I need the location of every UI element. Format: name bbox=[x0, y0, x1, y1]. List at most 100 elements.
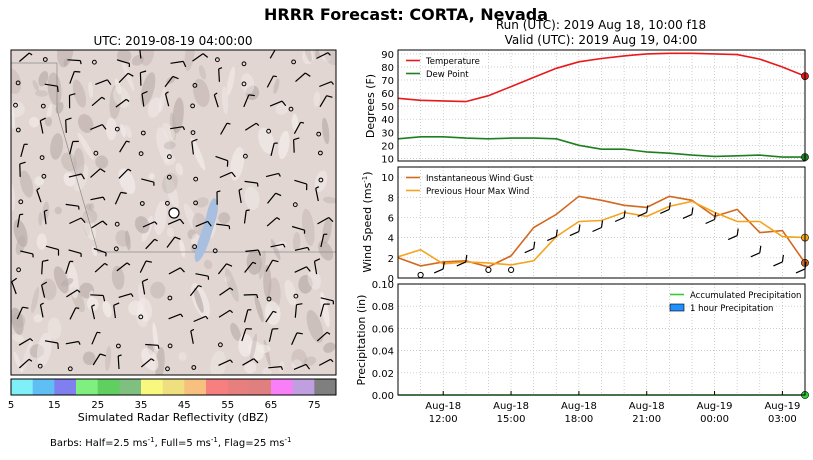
barb-staff bbox=[66, 289, 78, 298]
barb-staff bbox=[164, 93, 170, 107]
calm-marker bbox=[318, 177, 324, 183]
barb-feather bbox=[691, 207, 694, 215]
y-tick-label: 0.10 bbox=[372, 280, 394, 291]
barb-staff bbox=[219, 287, 231, 296]
barb-staff bbox=[93, 247, 107, 254]
barb-staff bbox=[16, 306, 24, 320]
barb-staff bbox=[265, 310, 274, 323]
barb-staff bbox=[91, 332, 98, 345]
barb-feather bbox=[78, 341, 81, 345]
barb-staff bbox=[320, 297, 334, 302]
calm-marker bbox=[139, 201, 145, 206]
barb-staff bbox=[243, 210, 247, 224]
calm-marker bbox=[138, 151, 144, 157]
barb-staff bbox=[91, 220, 103, 229]
terrain-ridge bbox=[258, 250, 266, 280]
colorbar-tick-label: 25 bbox=[91, 400, 104, 411]
barb-staff bbox=[94, 262, 106, 273]
barb-staff bbox=[189, 285, 199, 297]
calm-marker bbox=[140, 130, 146, 136]
barb-staff bbox=[316, 52, 329, 60]
colorbar-ticks: 5 15 25 35 45 55 65 75 bbox=[8, 400, 321, 411]
series-line bbox=[397, 52, 806, 103]
barb-staff bbox=[18, 358, 30, 369]
barb-feather bbox=[216, 190, 221, 193]
barb-staff bbox=[115, 98, 127, 108]
terrain-ridge bbox=[88, 81, 94, 98]
terrain-ridge bbox=[121, 59, 135, 92]
terrain-ridge bbox=[112, 86, 131, 108]
barb-feather bbox=[326, 95, 333, 98]
barb-feather bbox=[96, 331, 101, 334]
x-tick-label: 00:00 bbox=[700, 414, 729, 425]
barb-feather bbox=[126, 262, 131, 266]
calm-marker bbox=[138, 314, 144, 320]
barb-feather bbox=[198, 284, 202, 288]
colorbar-swatch bbox=[249, 379, 272, 395]
barb-feather bbox=[533, 241, 536, 249]
calm-marker bbox=[293, 293, 299, 299]
barb-feather bbox=[179, 267, 185, 273]
terrain-ridge bbox=[124, 125, 132, 138]
barb-feather bbox=[282, 243, 286, 248]
barb-staff bbox=[293, 122, 302, 134]
barb-feather bbox=[600, 220, 604, 228]
calm-marker bbox=[192, 83, 198, 88]
y-tick-label: 60 bbox=[381, 89, 394, 100]
legend-label: 1 hour Precipitation bbox=[690, 304, 773, 314]
legend-label: Instantaneous Wind Gust bbox=[426, 174, 534, 184]
colorbar-swatch bbox=[271, 379, 293, 395]
terrain-ridge bbox=[47, 317, 62, 340]
colorbar-tick-label: 5 bbox=[8, 400, 14, 411]
terrain-ridge bbox=[263, 264, 272, 299]
barb-staff bbox=[245, 249, 259, 252]
barb-feather bbox=[130, 293, 134, 298]
y-tick-label: 0.06 bbox=[372, 324, 394, 335]
barb-staff bbox=[265, 259, 274, 272]
terrain-ridge bbox=[240, 73, 255, 94]
terrain-ridge bbox=[147, 97, 162, 118]
terrain-ridge bbox=[73, 147, 85, 177]
barbs-note: Barbs: Half=2.5 ms-1, Full=5 ms-1, Flag=… bbox=[50, 436, 291, 449]
barb-feather bbox=[218, 67, 223, 70]
barb-feather bbox=[180, 313, 184, 318]
terrain-ridge bbox=[224, 275, 231, 283]
barb-feather bbox=[327, 52, 331, 56]
barb-feather bbox=[69, 93, 76, 96]
barb-staff bbox=[294, 179, 307, 185]
colorbar-frame bbox=[10, 378, 337, 396]
terrain-ridge bbox=[166, 227, 174, 238]
terrain-ridge bbox=[322, 117, 330, 145]
barb-staff bbox=[319, 95, 328, 108]
colorbar-swatch bbox=[141, 379, 163, 395]
barb-feather bbox=[127, 168, 132, 172]
terrain-ridge bbox=[11, 103, 16, 129]
terrain-ridge bbox=[302, 50, 314, 65]
barb-staff bbox=[243, 94, 250, 108]
barb-staff bbox=[43, 211, 47, 225]
barb-feather bbox=[91, 304, 95, 307]
barb-staff bbox=[244, 180, 258, 184]
x-tick-label: 15:00 bbox=[497, 414, 526, 425]
barb-feather bbox=[41, 281, 48, 286]
terrain-ridge bbox=[184, 50, 195, 71]
barb-feather bbox=[106, 79, 112, 86]
terrain-ridge bbox=[67, 263, 79, 299]
calm-marker bbox=[16, 267, 22, 273]
barb-feather bbox=[99, 168, 106, 173]
barb-staff bbox=[44, 83, 58, 87]
terrain-ridge bbox=[114, 78, 122, 95]
barb-staff bbox=[145, 343, 159, 346]
colorbar-swatch bbox=[97, 379, 120, 395]
barb-feather bbox=[28, 358, 33, 362]
calm-marker bbox=[114, 126, 120, 132]
x-tick-label: Aug-18 bbox=[629, 401, 665, 412]
barb-staff bbox=[67, 59, 81, 62]
barb-feather bbox=[293, 137, 300, 141]
barb-feather bbox=[578, 224, 581, 232]
colorbar-tick-label: 45 bbox=[178, 400, 191, 411]
terrain-ridge bbox=[134, 216, 150, 234]
terrain-ridge bbox=[291, 113, 299, 132]
terrain-ridge bbox=[95, 155, 109, 169]
run-title: Run (UTC): 2019 Aug 18, 10:00 f18 bbox=[496, 18, 706, 32]
